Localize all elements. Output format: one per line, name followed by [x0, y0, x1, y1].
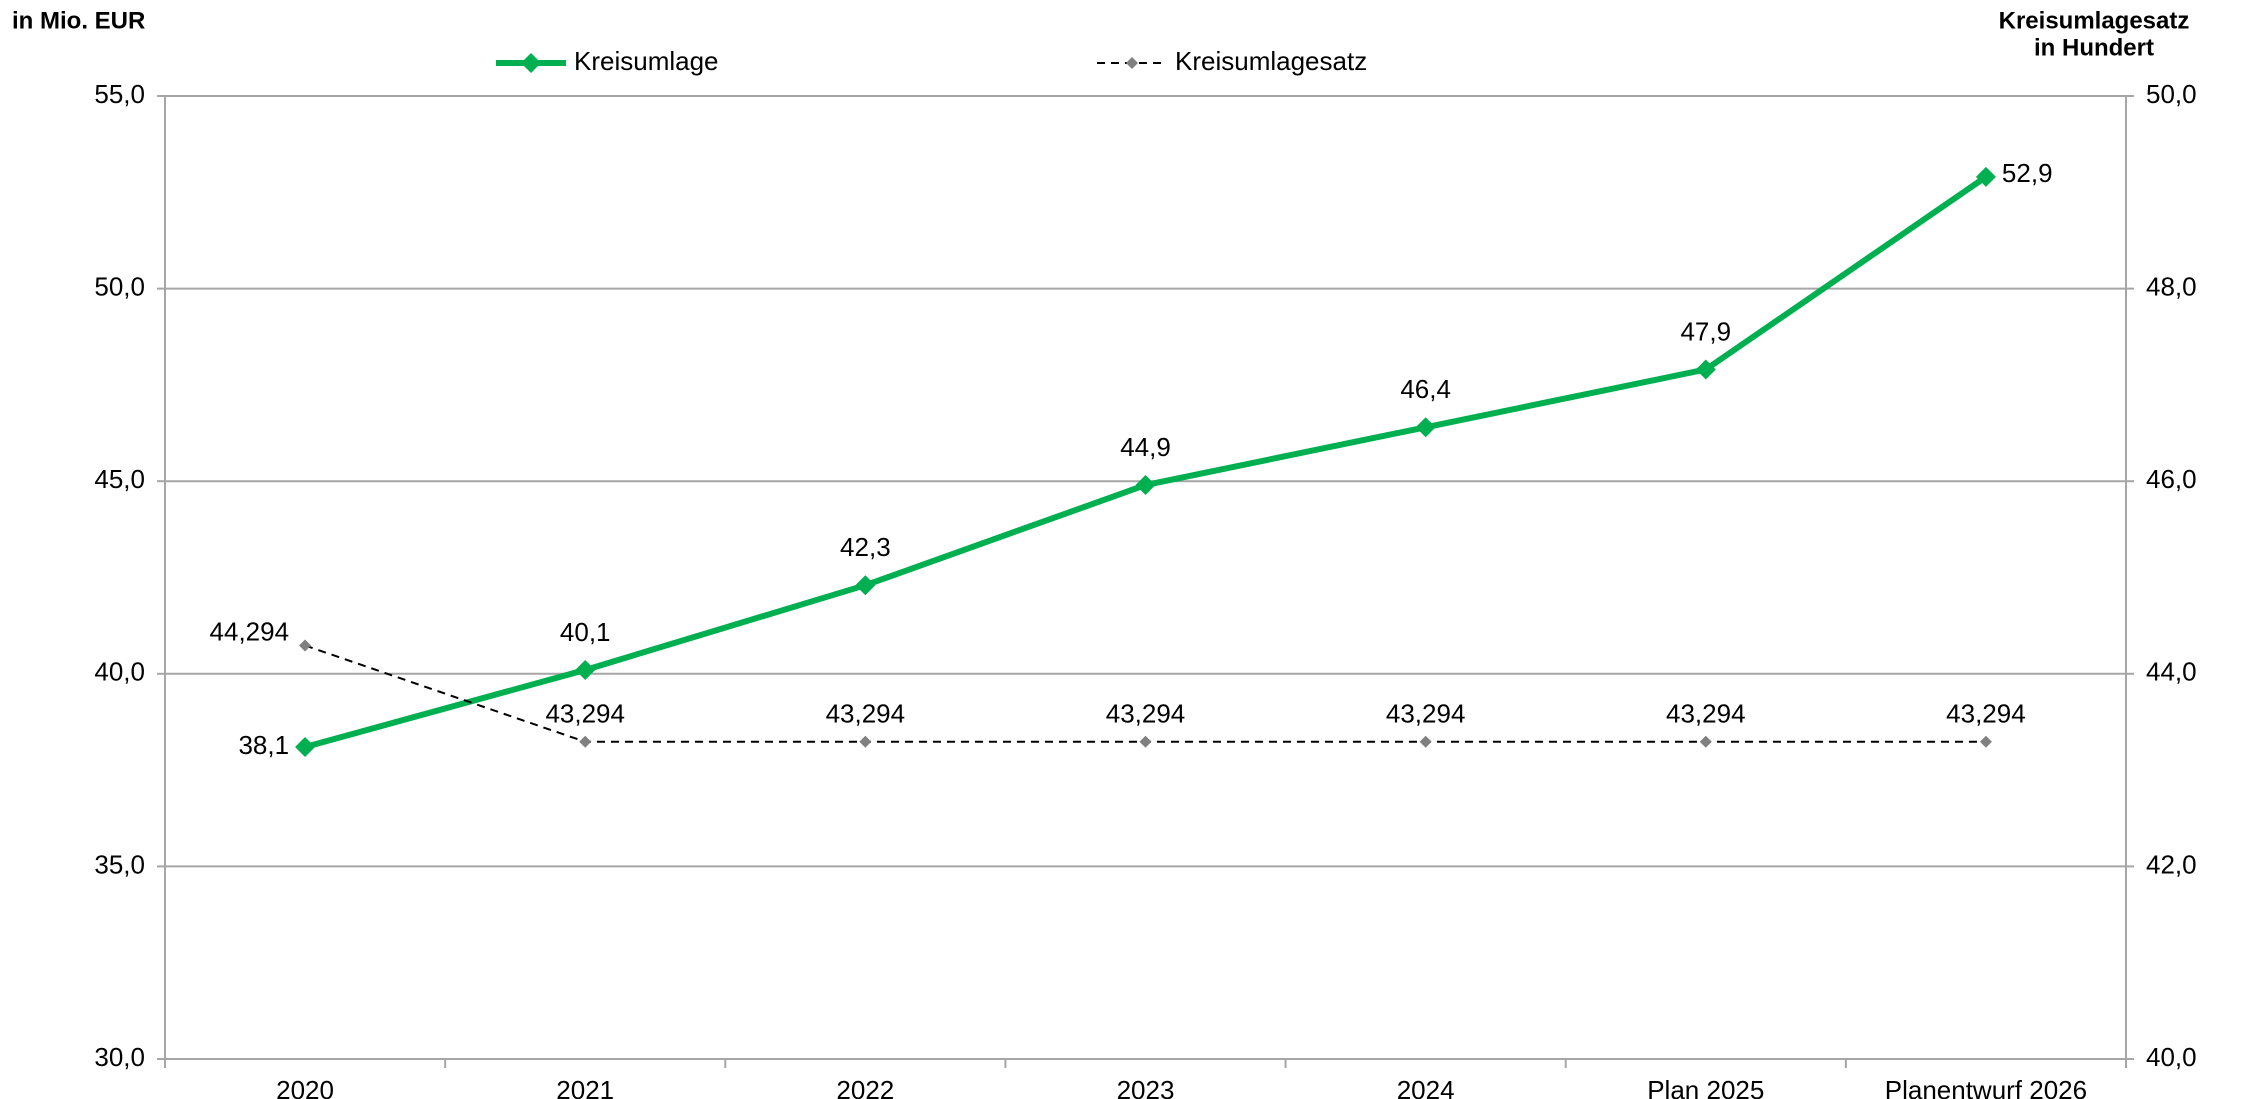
data-label: 47,9: [1680, 316, 1731, 346]
marker: [299, 639, 312, 652]
marker: [1979, 735, 1992, 748]
marker: [1975, 166, 1996, 187]
y-tick-label: 45,0: [94, 464, 145, 494]
y2-axis-label: in Hundert: [2034, 34, 2154, 61]
marker: [575, 659, 596, 680]
x-tick-label: 2022: [836, 1075, 894, 1099]
data-label: 52,9: [2002, 158, 2053, 188]
y-tick-label: 40,0: [94, 657, 145, 687]
x-tick-label: 2020: [276, 1075, 334, 1099]
marker: [1699, 735, 1712, 748]
y-tick-label: 55,0: [94, 79, 145, 109]
marker: [855, 575, 876, 596]
marker: [579, 735, 592, 748]
y2-tick-label: 48,0: [2146, 271, 2197, 301]
data-label: 44,294: [210, 616, 290, 646]
y2-tick-label: 42,0: [2146, 849, 2197, 879]
data-label: 46,4: [1400, 374, 1451, 404]
data-label: 43,294: [1666, 699, 1746, 729]
data-label: 38,1: [238, 730, 289, 760]
marker: [1419, 735, 1432, 748]
marker: [295, 736, 316, 757]
legend-marker: [1126, 57, 1138, 69]
x-tick-label: 2024: [1397, 1075, 1455, 1099]
data-label: 42,3: [840, 532, 891, 562]
marker: [1135, 475, 1156, 496]
marker: [1695, 359, 1716, 380]
y2-tick-label: 50,0: [2146, 79, 2197, 109]
data-label: 43,294: [826, 699, 906, 729]
x-tick-label: 2021: [556, 1075, 614, 1099]
y-axis-label: in Mio. EUR: [12, 7, 145, 34]
x-tick-label: Plan 2025: [1647, 1075, 1764, 1099]
data-label: 43,294: [1946, 699, 2026, 729]
data-label: 43,294: [545, 699, 625, 729]
y-tick-label: 30,0: [94, 1042, 145, 1072]
y2-tick-label: 40,0: [2146, 1042, 2197, 1072]
y2-tick-label: 46,0: [2146, 464, 2197, 494]
data-label: 43,294: [1106, 699, 1186, 729]
data-label: 43,294: [1386, 699, 1466, 729]
series-line: [304, 174, 1988, 750]
legend-marker: [521, 53, 541, 73]
x-tick-label: 2023: [1117, 1075, 1175, 1099]
data-label: 44,9: [1120, 432, 1171, 462]
marker: [1139, 735, 1152, 748]
y-tick-label: 50,0: [94, 271, 145, 301]
data-label: 40,1: [560, 617, 611, 647]
marker: [1415, 417, 1436, 438]
y2-axis-label: Kreisumlagesatz: [1999, 7, 2190, 34]
legend-label: Kreisumlagesatz: [1175, 46, 1367, 76]
y2-tick-label: 44,0: [2146, 657, 2197, 687]
legend-label: Kreisumlage: [574, 46, 719, 76]
y-tick-label: 35,0: [94, 849, 145, 879]
marker: [859, 735, 872, 748]
x-tick-label: Planentwurf 2026: [1885, 1075, 2087, 1099]
